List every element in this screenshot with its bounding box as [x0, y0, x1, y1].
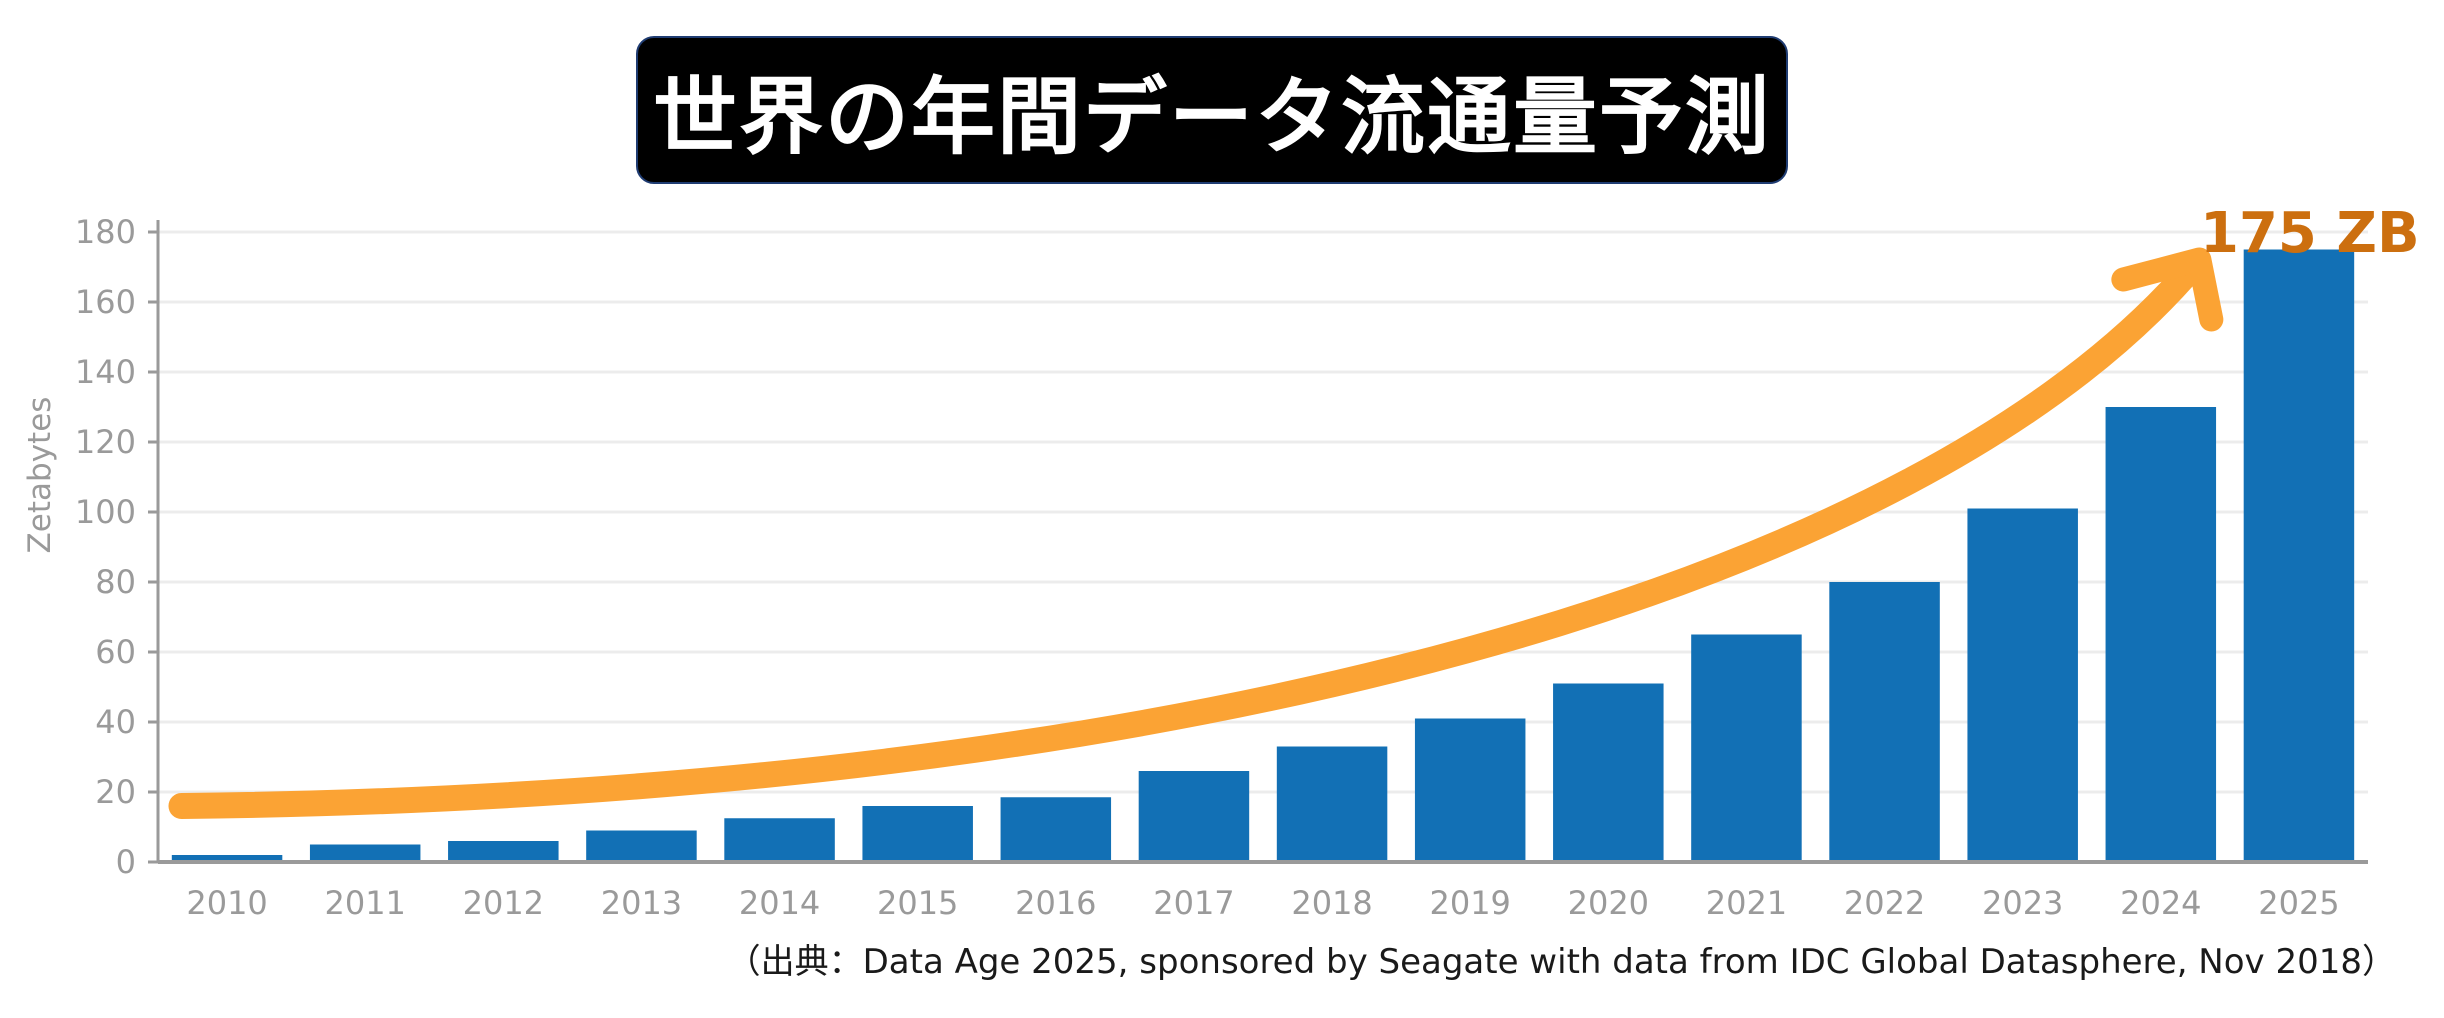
bar-2016: [1000, 797, 1112, 862]
bar-2023: [1967, 508, 2078, 862]
bar-2019: [1414, 718, 1526, 862]
y-tick-label: 180: [75, 213, 136, 251]
x-tick-label: 2016: [1015, 884, 1096, 922]
x-tick-label: 2017: [1153, 884, 1234, 922]
x-tick-label: 2021: [1706, 884, 1787, 922]
bar-2022: [1829, 582, 1940, 862]
bar-2015: [862, 806, 973, 862]
x-tick-label: 2014: [739, 884, 820, 922]
x-tick-label: 2024: [2120, 884, 2201, 922]
x-tick-label: 2010: [186, 884, 267, 922]
x-tick-label: 2012: [463, 884, 544, 922]
bar-2012: [448, 841, 559, 862]
bar-2021: [1691, 634, 1802, 862]
x-tick-label: 2020: [1568, 884, 1649, 922]
source-note: （出典：Data Age 2025, sponsored by Seagate …: [726, 942, 2396, 982]
growth-arrow-head: [2111, 247, 2224, 332]
x-tick-label: 2023: [1982, 884, 2063, 922]
chart-title: 世界の年間データ流通量予測: [652, 67, 1771, 166]
y-axis-title: Zetabytes: [22, 397, 58, 554]
bar-2013: [586, 830, 697, 862]
bar-2014: [724, 818, 835, 862]
x-tick-label: 2019: [1429, 884, 1510, 922]
y-tick-label: 40: [95, 703, 136, 741]
annotation-175zb: 175 ZB: [2200, 201, 2420, 266]
y-tick-label: 80: [95, 563, 136, 601]
x-tick-label: 2022: [1844, 884, 1925, 922]
y-tick-label: 120: [75, 423, 136, 461]
bar-2020: [1553, 683, 1664, 862]
x-tick-label: 2015: [877, 884, 958, 922]
y-tick-label: 60: [95, 633, 136, 671]
bar-2011: [309, 844, 421, 862]
x-tick-label: 2011: [324, 884, 405, 922]
y-tick-label: 20: [95, 773, 136, 811]
growth-arrow-shaft: [168, 250, 2209, 819]
bar-2018: [1276, 746, 1388, 862]
y-tick-label: 160: [75, 283, 136, 321]
x-tick-label: 2018: [1291, 884, 1372, 922]
y-tick-label: 140: [75, 353, 136, 391]
x-tick-label: 2013: [601, 884, 682, 922]
bar-2025: [2243, 249, 2355, 862]
x-tick-label: 2025: [2258, 884, 2339, 922]
y-tick-label: 0: [116, 843, 136, 881]
bar-2017: [1138, 771, 1250, 862]
bar-2010: [171, 855, 283, 862]
bar-2024: [2105, 407, 2217, 862]
chart-title-box: 世界の年間データ流通量予測: [636, 36, 1788, 184]
y-tick-label: 100: [75, 493, 136, 531]
